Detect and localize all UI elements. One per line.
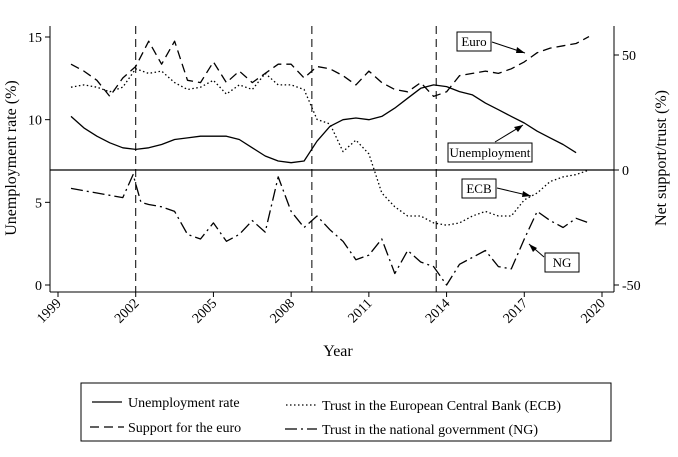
y-left-tick-label: 5 xyxy=(35,196,42,211)
legend: Unemployment rate Trust in the European … xyxy=(80,382,612,442)
series-line-ng xyxy=(70,173,590,286)
annotation-ng-label: NG xyxy=(553,255,572,270)
y-left-tick-label: 0 xyxy=(35,279,42,294)
y-right-tick-label: 50 xyxy=(622,49,636,64)
y-right-axis-title: Net support/trust (%) xyxy=(653,90,670,226)
y-left-tick-label: 15 xyxy=(28,31,42,46)
x-tick-label: 1999 xyxy=(34,296,64,326)
x-tick-label: 2020 xyxy=(578,296,608,326)
y-right-tick-label: 0 xyxy=(622,164,629,179)
series-line-euro xyxy=(70,36,590,98)
x-axis-title: Year xyxy=(323,343,353,360)
x-tick-label: 2017 xyxy=(501,296,531,326)
legend-item-ng: Trust in the national government (NG) xyxy=(285,423,538,438)
y-left-axis-title: Unemployment rate (%) xyxy=(3,80,20,236)
legend-label-ng: Trust in the national government (NG) xyxy=(322,423,538,438)
legend-item-euro: Support for the euro xyxy=(90,421,241,436)
x-tick-label: 2014 xyxy=(423,296,453,326)
annotation-euro-label: Euro xyxy=(461,34,486,49)
x-tick-label: 2005 xyxy=(190,296,220,326)
legend-label-euro: Support for the euro xyxy=(128,421,241,436)
x-tick-label: 2008 xyxy=(268,296,298,326)
y-left-tick-label: 10 xyxy=(28,114,42,129)
annotation-ng: NG xyxy=(528,243,580,273)
annotation-ecb-label: ECB xyxy=(466,181,492,196)
legend-label-unemployment: Unemployment rate xyxy=(128,396,240,411)
annotation-euro: Euro xyxy=(456,31,526,54)
y-right-tick-label: -50 xyxy=(622,279,641,294)
legend-label-ecb: Trust in the European Central Bank (ECB) xyxy=(322,399,561,414)
annotation-unemployment-label: Unemployment xyxy=(450,145,531,160)
series-layer xyxy=(70,36,590,286)
series-line-unemployment xyxy=(70,84,577,164)
legend-item-unemployment: Unemployment rate xyxy=(92,396,240,411)
annotation-unemployment: Unemployment xyxy=(447,124,533,163)
axes-ticks: 1999 2002 2005 2008 2011 2014 2017 2020 0 5 10 15 -5… xyxy=(28,31,641,327)
annotation-ecb: ECB xyxy=(461,178,532,199)
x-tick-label: 2002 xyxy=(112,296,142,326)
legend-item-ecb: Trust in the European Central Bank (ECB) xyxy=(286,399,561,414)
x-tick-label: 2011 xyxy=(346,296,376,326)
